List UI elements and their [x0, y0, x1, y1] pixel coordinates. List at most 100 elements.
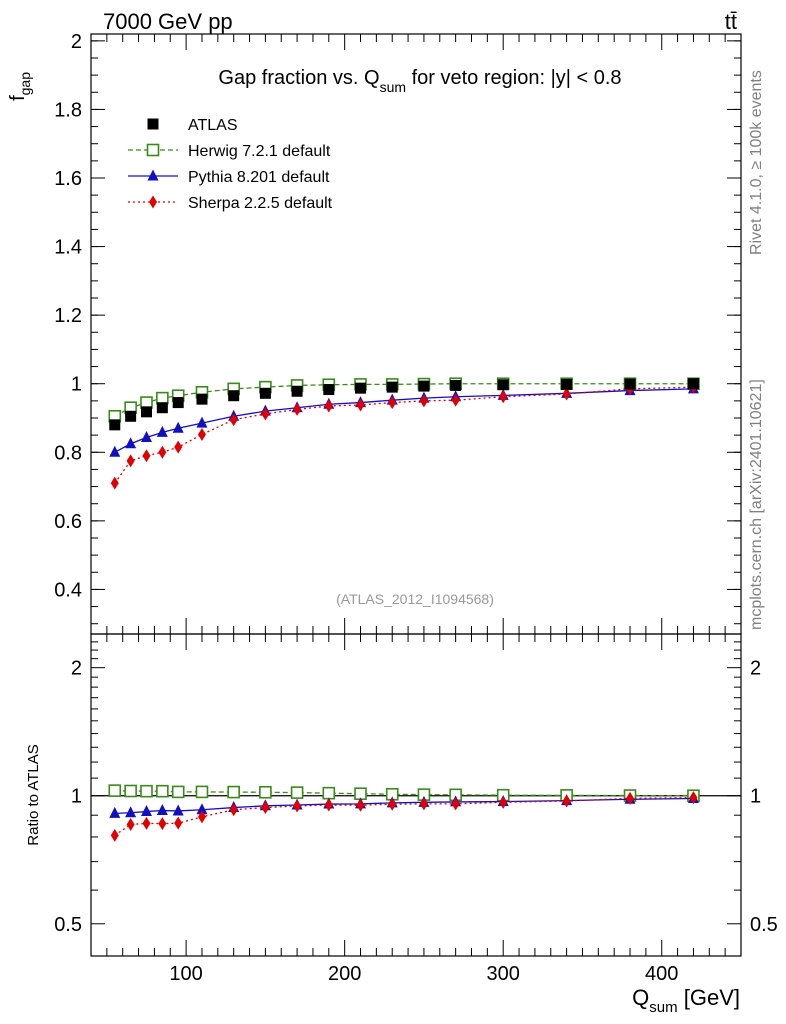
main-series-sherpa-point [158, 445, 167, 459]
x-axis-label-sub: sum [649, 999, 677, 1016]
legend-label: Sherpa 2.2.5 default [188, 195, 333, 212]
main-series-sherpa-point [293, 402, 302, 416]
ratio-series-sherpa-point [356, 798, 365, 812]
main-series-sherpa-point [142, 449, 151, 463]
legend-marker [147, 118, 159, 130]
ratio-series-herwig-point [171, 785, 185, 799]
ratio-series-sherpa-point [174, 816, 183, 830]
legend-marker [147, 169, 159, 181]
main-series-atlas-point [196, 393, 208, 405]
xtick-label: 300 [487, 963, 520, 985]
main-ytick-label: 1.8 [54, 99, 82, 121]
ratio-series-sherpa-point [229, 803, 238, 817]
ratio-ticks: 0.5 0.5 1 1 2 2 100 200 300 400 [54, 634, 778, 985]
main-ytick-label: 0.8 [54, 442, 82, 464]
main-ytick-label: 2 [71, 31, 82, 53]
main-series-sherpa-point [499, 390, 508, 404]
legend: ATLAS Herwig 7.2.1 default Pythia 8.201 de… [128, 117, 333, 212]
ratio-series-sherpa-point [562, 794, 571, 808]
main-series-pythia-point [196, 416, 208, 428]
ratio-series-sherpa-point [142, 816, 151, 830]
ratio-series-sherpa-point [261, 801, 270, 815]
main-series-sherpa-point [419, 394, 428, 408]
ratio-series-sherpa-point [110, 828, 119, 842]
ratio-series-herwig-point [124, 784, 137, 798]
ratio-series-sherpa-point [197, 810, 206, 824]
x-axis-label: Qsum [GeV] [632, 985, 740, 1016]
main-series-atlas-point [323, 384, 335, 396]
ratio-series-herwig-point [227, 785, 240, 799]
x-axis-label-text: Q [632, 985, 649, 1010]
ratio-series-pythia-point [196, 803, 208, 815]
main-series-atlas-point [140, 406, 152, 418]
ratio-series-sherpa-point [689, 791, 698, 805]
main-series-sherpa-point [562, 387, 571, 401]
main-ticks: 0.4 0.6 0.8 1 1.2 1.4 1.6 1.8 2 [54, 31, 742, 634]
main-series-sherpa-point [174, 440, 183, 454]
main-series-pythia-point [172, 421, 184, 433]
main-ytick-label: 1.4 [54, 237, 82, 259]
main-series-pythia-point [140, 431, 152, 443]
xtick-label: 200 [328, 963, 361, 985]
main-ytick-label: 1 [71, 374, 82, 396]
ratio-ytick-label-right: 0.5 [750, 914, 778, 936]
ratio-series-sherpa-point [388, 797, 397, 811]
ratio-series-pythia-point [156, 804, 168, 816]
main-series-atlas-point [172, 397, 184, 409]
xtick-label: 400 [645, 963, 678, 985]
main-series-sherpa-point [126, 454, 135, 468]
main-ylabel-sub: gap [17, 72, 33, 96]
main-series-atlas-point [450, 379, 462, 391]
x-axis-label-rest: [GeV] [678, 985, 740, 1010]
main-title-rest: for veto region: |y| < 0.8 [406, 67, 622, 89]
ratio-series-sherpa-point [419, 797, 428, 811]
ratio-series-pythia-point [125, 806, 137, 818]
main-series-atlas-point [156, 402, 168, 414]
main-series-atlas-point [228, 390, 240, 402]
main-series-atlas-point [418, 380, 430, 392]
ratio-series-herwig-point [259, 785, 272, 799]
ratio-series-sherpa-point [626, 791, 635, 805]
main-series-sherpa-point [229, 413, 238, 427]
main-series-atlas-point [355, 382, 367, 394]
main-title-sub: sum [380, 79, 406, 95]
main-title-text: Gap fraction vs. Q [218, 67, 379, 89]
main-series-atlas-point [561, 378, 573, 390]
main-ytick-label: 0.6 [54, 511, 82, 533]
ratio-ylabel: Ratio to ATLAS [25, 744, 42, 845]
main-ytick-label: 1.6 [54, 168, 82, 190]
main-series-sherpa-point [324, 399, 333, 413]
main-series-herwig-point [156, 391, 169, 405]
main-ytick-label: 0.4 [54, 579, 82, 601]
main-series-sherpa-point [197, 427, 206, 441]
ratio-ytick-label: 2 [71, 658, 82, 680]
main-series-atlas-point [497, 379, 509, 391]
ratio-series-herwig-point [108, 784, 122, 797]
main-series-sherpa-point [451, 393, 460, 407]
ratio-series-sherpa-point [293, 799, 302, 813]
legend-marker [146, 143, 160, 157]
legend-marker [149, 195, 157, 209]
ratio-panel-frame [90, 633, 742, 957]
main-series-atlas-point [386, 381, 398, 393]
main-series-atlas-point [109, 419, 121, 431]
side-label-top: Rivet 4.1.0, ≥ 100k events [748, 70, 765, 255]
ratio-series-sherpa-point [451, 797, 460, 811]
ratio-ytick-label-right: 1 [750, 786, 761, 808]
main-series [108, 377, 700, 490]
main-series-pythia-point [109, 445, 121, 457]
main-series-atlas-point [125, 410, 137, 422]
main-series-sherpa-line [114, 386, 694, 484]
ratio-series-pythia-point [172, 804, 184, 816]
analysis-label: (ATLAS_2012_I1094568) [336, 591, 494, 607]
main-series-sherpa-point [356, 398, 365, 412]
ratio-series-sherpa-point [324, 798, 333, 812]
main-series-atlas-point [687, 378, 699, 390]
ratio-series-sherpa-point [499, 795, 508, 809]
ratio-series-herwig-point [140, 784, 153, 798]
main-series-sherpa-point [110, 476, 119, 490]
legend-label: Herwig 7.2.1 default [188, 143, 331, 160]
main-series-pythia-point [125, 437, 137, 449]
main-ytick-label: 1.2 [54, 305, 82, 327]
